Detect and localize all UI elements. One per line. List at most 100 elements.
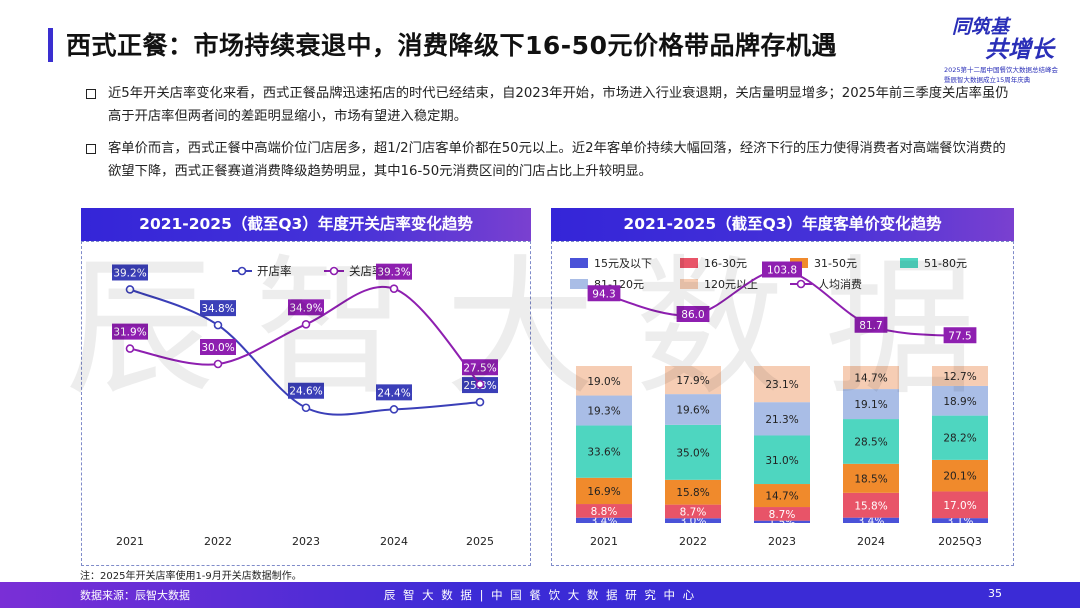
bar-segment — [576, 425, 632, 478]
bar-segment — [576, 395, 632, 426]
x-tick-label: 2025Q3 — [938, 535, 982, 548]
data-label-box — [462, 359, 498, 376]
legend-label: 16-30元 — [704, 257, 747, 270]
data-point — [125, 344, 135, 353]
data-label-box — [676, 306, 710, 322]
left-chart-title: 2021-2025（截至Q3）年度开关店率变化趋势 — [81, 208, 531, 241]
segment-label: 28.2% — [943, 433, 976, 445]
segment-label: 31.0% — [765, 455, 798, 467]
bar-segment — [843, 492, 899, 518]
bullet-item: 近5年开关店率变化来看，西式正餐品牌迅速拓店的时代已经结束，自2023年开始，市… — [86, 82, 1016, 128]
bar-segment — [754, 484, 810, 508]
data-label: 24.6% — [289, 386, 322, 398]
legend-label: 15元及以下 — [594, 257, 652, 270]
bar-segment — [576, 517, 632, 523]
square-bullet-icon — [86, 89, 96, 99]
data-label: 77.5 — [948, 330, 971, 342]
bar-segment — [576, 477, 632, 505]
data-point — [389, 284, 399, 293]
legend-swatch — [570, 258, 588, 268]
page-number: 35 — [988, 587, 1002, 600]
segment-label: 8.8% — [591, 506, 618, 518]
data-label-box — [762, 261, 802, 278]
bar-segment — [754, 507, 810, 521]
data-label-box — [288, 382, 324, 399]
segment-label: 15.8% — [676, 487, 709, 499]
bar-segment — [843, 419, 899, 464]
segment-label: 19.3% — [587, 406, 620, 418]
x-tick-label: 2021 — [116, 535, 144, 548]
bullet-text: 客单价而言，西式正餐中高端价位门店居多，超1/2门店客单价都在50元以上。近2年… — [108, 141, 1006, 179]
bar-segment — [932, 518, 988, 523]
right-chart-title: 2021-2025（截至Q3）年度客单价变化趋势 — [551, 208, 1014, 241]
segment-label: 19.6% — [676, 404, 709, 416]
bar-segment — [932, 385, 988, 416]
bar-segment — [754, 435, 810, 485]
legend-label: 31-50元 — [814, 257, 857, 270]
segment-label: 23.1% — [765, 379, 798, 391]
bar-segment — [754, 520, 810, 523]
segment-label: 33.6% — [587, 447, 620, 459]
bar-segment — [665, 518, 721, 523]
page-title: 西式正餐：市场持续衰退中，消费降级下16-50元价格带品牌存机遇 — [66, 31, 837, 60]
legend-label: 120元以上 — [704, 278, 758, 291]
segment-label: 14.7% — [765, 491, 798, 503]
logo-subtitle-1: 2025第十二届中国餐饮大数据总结峰会 — [944, 66, 1059, 74]
bar-segment — [665, 366, 721, 395]
data-label-box — [376, 263, 412, 280]
footer-bar: 数据来源：辰智大数据 辰 智 大 数 据 | 中 国 餐 饮 大 数 据 研 究… — [0, 582, 1080, 608]
bar-segment — [754, 366, 810, 403]
title-accent-bar — [48, 28, 53, 62]
left-chart-box — [81, 241, 531, 566]
x-tick-label: 2024 — [380, 535, 408, 548]
bar-segment — [665, 479, 721, 505]
segment-label: 17.9% — [676, 375, 709, 387]
legend-label: 51-80元 — [924, 257, 967, 270]
bar-segment — [843, 366, 899, 390]
right-chart-box — [551, 241, 1014, 566]
data-point — [389, 405, 399, 414]
footer-center-text: 辰 智 大 数 据 | 中 国 餐 饮 大 数 据 研 究 中 心 — [383, 588, 697, 602]
legend-marker — [237, 266, 247, 276]
data-point — [213, 359, 223, 369]
segment-label: 18.5% — [854, 473, 887, 485]
segment-label: 18.9% — [943, 396, 976, 408]
data-point — [475, 379, 485, 389]
data-point — [125, 285, 135, 294]
data-label-box — [288, 299, 324, 316]
bar-segment — [665, 424, 721, 480]
data-label: 39.3% — [377, 267, 410, 279]
segment-label: 15.8% — [854, 500, 887, 512]
logo-subtitle-2: 暨辰智大数据成立15周年庆典 — [944, 76, 1031, 84]
segment-label: 3.4% — [591, 515, 618, 527]
legend-label: 开店率 — [257, 264, 292, 278]
x-tick-label: 2024 — [857, 535, 885, 548]
x-tick-label: 2022 — [679, 535, 707, 548]
data-label: 31.9% — [113, 327, 146, 339]
bar-segment — [576, 366, 632, 396]
data-label-box — [943, 327, 977, 344]
data-label-box — [376, 384, 412, 401]
data-point — [475, 397, 485, 407]
bar-segment — [843, 463, 899, 493]
bullet-list: 近5年开关店率变化来看，西式正餐品牌迅速拓店的时代已经结束，自2023年开始，市… — [86, 82, 1016, 192]
data-label: 86.0 — [681, 309, 704, 321]
square-bullet-icon — [86, 144, 96, 154]
segment-label: 3.0% — [680, 516, 707, 528]
segment-label: 20.1% — [943, 471, 976, 483]
legend-marker — [796, 279, 806, 289]
segment-label: 8.7% — [680, 506, 707, 518]
bar-segment — [932, 491, 988, 519]
legend-swatch — [680, 279, 698, 289]
legend-swatch — [900, 258, 918, 268]
legend-swatch — [570, 279, 588, 289]
bar-segment — [576, 504, 632, 518]
footer-source: 数据来源：辰智大数据 — [80, 589, 190, 602]
logo-line1: 同筑基 — [952, 16, 1010, 38]
data-label: 39.2% — [113, 267, 146, 279]
data-point — [301, 320, 311, 329]
segment-label: 35.0% — [676, 447, 709, 459]
series-line-close-rate — [129, 285, 481, 385]
data-label-box — [854, 316, 888, 333]
